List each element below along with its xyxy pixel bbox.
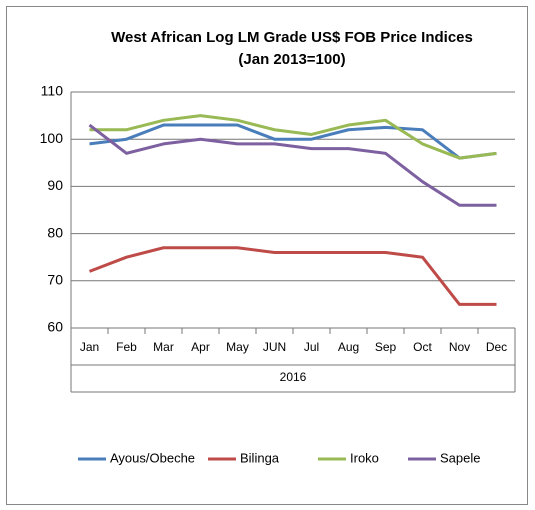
x-tick-label: Oct: [413, 340, 432, 354]
legend-label: Bilinga: [240, 450, 280, 465]
x-tick-label: Feb: [116, 340, 137, 354]
chart-subtitle: (Jan 2013=100): [238, 51, 345, 68]
series-line: [89, 123, 497, 160]
x-tick-label: Mar: [153, 340, 174, 354]
x-tick-label: JUN: [263, 340, 286, 354]
x-tick-label: Jan: [80, 340, 99, 354]
x-tick-label: Sep: [375, 340, 397, 354]
series-line: [88, 246, 497, 306]
y-tick-label: 100: [40, 130, 64, 146]
series-line: [89, 114, 497, 160]
x-tick-label: Aug: [338, 340, 359, 354]
x-axis-label: 2016: [280, 370, 307, 384]
y-tick-label: 80: [47, 224, 63, 240]
x-tick-label: Nov: [449, 340, 470, 354]
legend-label: Iroko: [350, 450, 379, 465]
y-tick-label: 70: [47, 272, 63, 288]
y-tick-label: 60: [47, 319, 63, 335]
x-tick-label: May: [226, 340, 249, 354]
chart-border: [6, 6, 528, 505]
y-tick-label: 90: [47, 177, 63, 193]
x-tick-label: Dec: [486, 340, 507, 354]
chart-title: West African Log LM Grade US$ FOB Price …: [111, 29, 473, 46]
legend-label: Sapele: [440, 450, 480, 465]
legend-label: Ayous/Obeche: [110, 450, 195, 465]
series-line: [88, 123, 497, 207]
x-tick-label: Jul: [304, 340, 319, 354]
x-tick-label: Apr: [191, 340, 210, 354]
y-tick-label: 110: [41, 83, 64, 99]
